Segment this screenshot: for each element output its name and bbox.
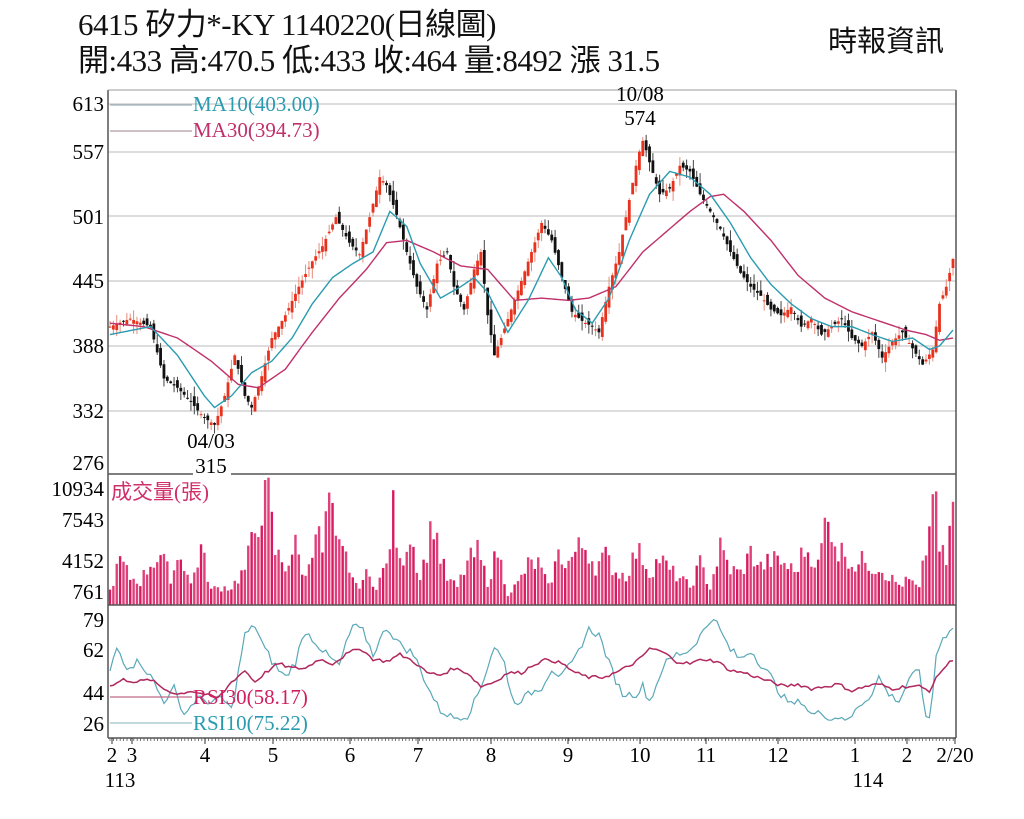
x-month-label: 2 [107,743,118,767]
x-month-label: 6 [345,743,356,767]
volume-bars [108,477,955,605]
price-tick: 332 [73,399,105,423]
rsi10-legend: RSI10(75.22) [193,711,308,735]
ohlc-summary: 開:433 高:470.5 低:433 收:464 量:8492 漲 31.5 [78,43,660,78]
high-date-annotation: 10/08 [616,82,664,106]
volume-tick: 10934 [52,477,105,501]
rsi-lines [109,619,954,721]
price-tick: 276 [73,451,105,475]
volume-tick: 761 [73,580,105,604]
x-year-label: 114 [853,768,884,792]
x-month-label: 4 [200,743,211,767]
volume-title: 成交量(張) [111,480,209,504]
rsi-tick: 79 [83,608,104,632]
x-month-label: 11 [696,743,716,767]
high-value-annotation: 574 [624,106,656,130]
price-tick: 445 [73,269,105,293]
moving-average-lines [109,170,954,409]
grid-lines [108,103,956,412]
x-month-label: 1 [850,743,861,767]
panel-frames [107,89,957,739]
low-date-annotation: 04/03 [187,429,235,453]
x-month-label: 12 [768,743,789,767]
x-month-label: 7 [413,743,424,767]
rsi-tick: 62 [83,638,104,662]
x-month-label: 8 [486,743,497,767]
price-tick: 613 [73,92,105,116]
x-year-label: 113 [105,768,136,792]
rsi-tick: 26 [83,712,104,736]
rsi30-legend: RSI30(58.17) [193,685,308,709]
price-tick: 501 [73,205,105,229]
x-month-label: 2 [902,743,913,767]
x-month-label: 5 [268,743,279,767]
ma10-legend: MA10(403.00) [193,92,320,116]
volume-axis: 10934 7543 4152 761 [52,477,105,604]
x-month-label: 10 [630,743,651,767]
data-source-label: 時報資訊 [828,26,945,58]
volume-tick: 7543 [62,508,104,532]
volume-tick: 4152 [62,549,104,573]
x-month-label: 9 [563,743,574,767]
rsi-axis: 79 62 44 26 [83,608,105,736]
x-month-label: 3 [127,743,138,767]
ma30-legend: MA30(394.73) [193,118,320,142]
chart-title: 6415 矽力*-KY 1140220(日線圖) [78,7,496,42]
candlestick-series [108,134,955,434]
price-tick: 388 [73,334,105,358]
x-month-label: 2/20 [936,743,973,767]
rsi-tick: 44 [83,681,105,705]
price-tick: 557 [73,140,105,164]
price-axis: 613 557 501 445 388 332 276 [73,92,105,475]
low-value-annotation: 315 [195,454,227,478]
